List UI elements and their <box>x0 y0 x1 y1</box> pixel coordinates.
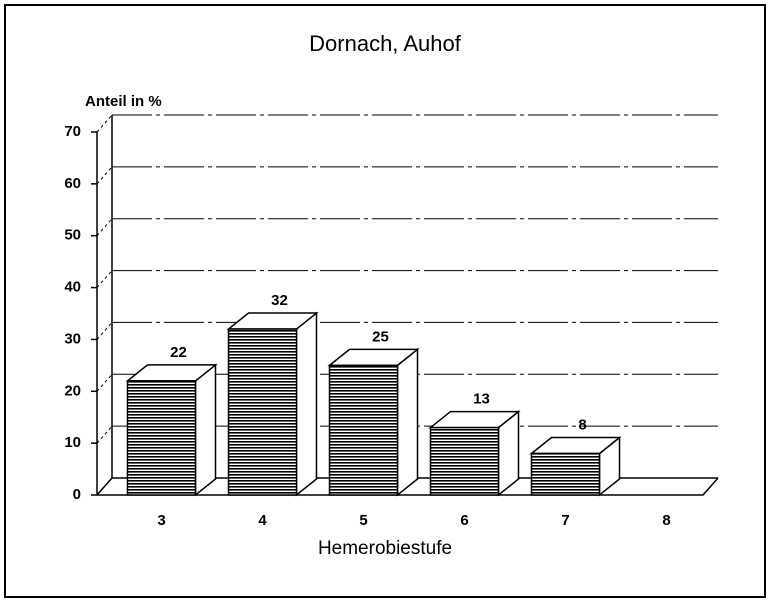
chart-title: Dornach, Auhof <box>309 31 462 56</box>
y-tick-label: 10 <box>64 434 81 451</box>
x-tick-label: 8 <box>662 512 670 529</box>
grid-line <box>96 373 113 392</box>
value-label: 13 <box>473 391 490 408</box>
bar-side <box>396 347 419 497</box>
y-tick-label: 70 <box>64 123 81 140</box>
x-tick-label: 5 <box>359 512 367 529</box>
bar <box>530 452 601 496</box>
grid-line <box>96 270 113 288</box>
value-label: 22 <box>170 344 187 361</box>
grid-line <box>96 218 113 237</box>
value-label: 32 <box>271 292 288 309</box>
value-label: 25 <box>372 328 389 345</box>
grid-line <box>96 322 113 340</box>
y-tick-label: 30 <box>64 330 81 347</box>
bar-side <box>194 363 217 497</box>
y-axis-title: Anteil in % <box>85 93 162 110</box>
y-tick-label: 60 <box>64 175 81 192</box>
y-tick-label: 0 <box>73 486 81 503</box>
y-tick-label: 20 <box>64 382 81 399</box>
bar-side <box>295 311 318 497</box>
grid-line <box>96 425 113 444</box>
bar <box>429 426 500 496</box>
y-tick-label: 40 <box>64 279 81 296</box>
bar <box>227 328 298 496</box>
x-tick-label: 3 <box>157 512 165 529</box>
frame <box>4 4 766 598</box>
y-tick-label: 50 <box>64 227 81 244</box>
grid-line <box>96 166 113 185</box>
x-tick-label: 6 <box>460 512 468 529</box>
grid-line <box>96 114 113 133</box>
bar <box>328 364 399 496</box>
x-axis-title: Hemerobiestufe <box>318 538 452 559</box>
grid-line <box>96 477 113 496</box>
x-tick-label: 7 <box>561 512 569 529</box>
value-label: 8 <box>578 416 586 433</box>
bar <box>126 380 197 496</box>
x-tick-label: 4 <box>258 512 267 529</box>
